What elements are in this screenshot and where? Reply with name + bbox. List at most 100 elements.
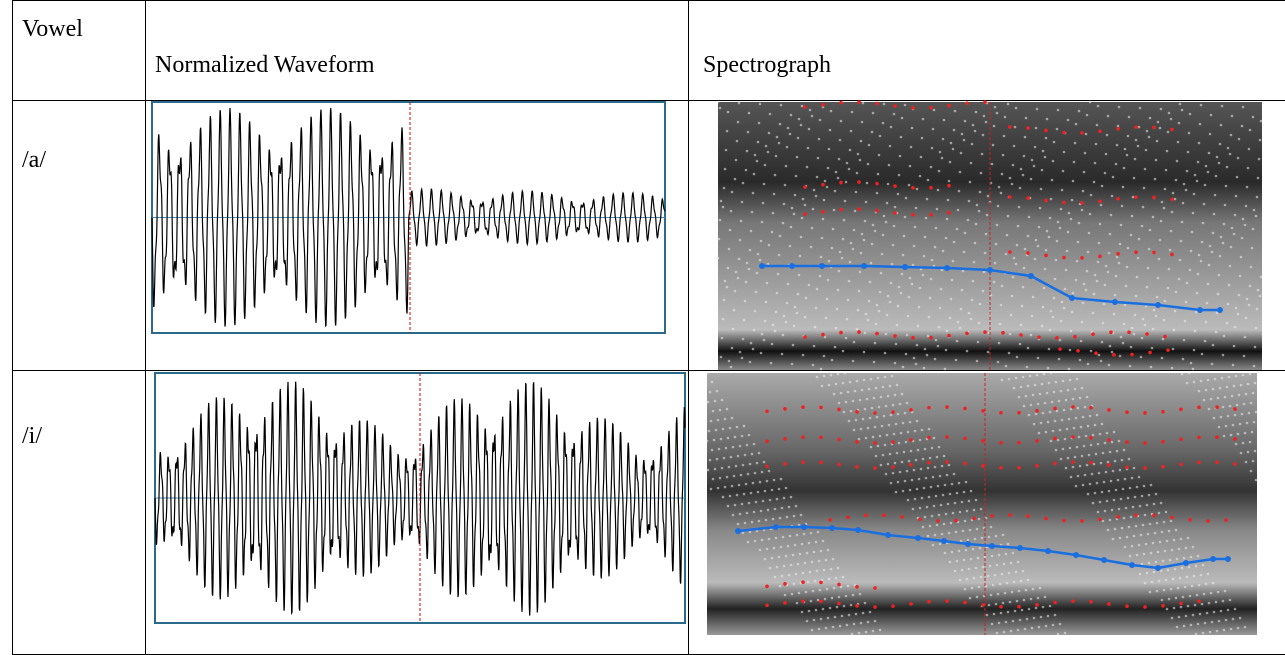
spectrogram-speck — [1020, 608, 1024, 612]
spectrogram-speck — [716, 486, 720, 490]
spectrogram-speck — [1075, 445, 1079, 449]
spectrogram-speck — [951, 147, 955, 151]
spectrogram-speck — [923, 347, 927, 351]
spectrogram-speck — [724, 446, 728, 450]
spectrogram-speck — [1056, 632, 1060, 636]
spectrogram-speck — [709, 419, 713, 423]
spectrogram-speck — [984, 232, 988, 236]
spectrogram-speck — [1015, 243, 1019, 247]
spectrogram-speck — [1097, 353, 1101, 357]
spectrogram-speck — [972, 576, 976, 580]
spectrogram-speck — [824, 316, 828, 320]
formant-dot — [1073, 334, 1077, 339]
spectrogram-speck — [887, 423, 891, 427]
spectrogram-speck — [965, 577, 969, 581]
spectrogram-speck — [990, 162, 994, 166]
spectrogram-speck — [718, 476, 722, 480]
formant-dot — [983, 330, 987, 334]
formant-dot — [1080, 201, 1084, 205]
spectrogram-speck — [1249, 265, 1253, 269]
spectrogram-speck — [737, 257, 741, 261]
spectrogram-speck — [931, 127, 935, 131]
spectrogram-speck — [968, 180, 972, 184]
spectrogram-speck — [1186, 604, 1190, 608]
spectrogram-speck — [778, 122, 782, 126]
spectrogram-speck — [959, 307, 963, 311]
spectrogram-speck — [838, 250, 842, 254]
spectrogram-speck — [794, 174, 798, 178]
spectrogram-speck — [798, 254, 802, 258]
formant-dot — [1044, 253, 1048, 258]
spectrogram-speck — [1189, 555, 1193, 559]
spectrogram-speck — [1029, 597, 1033, 601]
spectrogram-speck — [726, 266, 730, 270]
spectrogram-speck — [1033, 383, 1037, 387]
formant-dot — [1125, 604, 1129, 609]
spectrogram-speck — [857, 631, 861, 635]
formant-dot — [1134, 513, 1138, 517]
spectrogram-speck — [711, 409, 715, 413]
spectrogram-speck — [762, 182, 766, 186]
spectrogram-speck — [907, 459, 911, 463]
spectrogram-speck — [964, 480, 968, 484]
formant-dot — [1215, 405, 1219, 409]
formant-dot — [803, 335, 807, 339]
spectrogram-speck — [1185, 169, 1189, 173]
spectrogram-speck — [889, 413, 893, 417]
spectrogram-speck — [792, 212, 796, 216]
formant-dot — [1233, 462, 1237, 466]
spectrogram-speck — [900, 272, 904, 276]
spectrogram-speck — [960, 500, 964, 504]
spectrogram-speck — [1251, 227, 1255, 231]
spectrogram-speck — [1139, 355, 1143, 359]
spectrogram-speck — [1201, 563, 1205, 567]
spectrogram-speck — [982, 270, 986, 274]
spectrogram-speck — [1130, 326, 1134, 330]
spectrogram-speck — [924, 216, 928, 220]
spectrogram-speck — [805, 551, 809, 555]
spectrogram-speck — [1011, 163, 1015, 167]
spectrogram-speck — [967, 499, 971, 503]
spectrogram-speck — [784, 486, 788, 490]
spectrogram-speck — [813, 325, 817, 329]
spectrogram-speck — [896, 412, 900, 416]
spectrogram-speck — [886, 294, 890, 298]
spectrogram-speck — [721, 495, 725, 499]
spectrogram-speck — [1209, 397, 1213, 401]
spectrogram-speck — [819, 367, 823, 371]
spectrogram-speck — [1111, 469, 1115, 473]
spectrogram-speck — [1200, 240, 1204, 244]
spectrogram-speck — [974, 110, 978, 114]
spectrogram-speck — [878, 134, 882, 138]
spectrogram-speck — [962, 490, 966, 494]
spectrogram-speck — [767, 131, 771, 135]
spectrogram-speck — [734, 270, 738, 274]
spectrogram-speck — [830, 596, 834, 600]
spectrogram-speck — [938, 150, 942, 154]
formant-dot — [972, 516, 976, 521]
spectrogram-speck — [834, 326, 838, 330]
header-cell: Spectrograph — [703, 52, 831, 78]
spectrogram-speck — [1157, 257, 1161, 261]
spectrogram-speck — [785, 301, 789, 305]
formant-dot — [1161, 464, 1165, 469]
spectrogram-speck — [1171, 577, 1175, 581]
spectrogram-speck — [1214, 174, 1218, 178]
spectrogram-speck — [1177, 547, 1181, 551]
spectrogram-speck — [814, 306, 818, 310]
spectrogram-speck — [1255, 307, 1259, 311]
spectrogram-speck — [1128, 364, 1132, 368]
formant-dot — [801, 405, 805, 409]
spectrogram-speck — [1159, 569, 1163, 573]
spectrogram-speck — [945, 217, 949, 221]
spectrogram-speck — [1069, 475, 1073, 479]
spectrogram-speck — [929, 165, 933, 169]
spectrogram-speck — [1031, 295, 1035, 299]
spectrogram-speck — [1149, 551, 1153, 555]
spectrogram-speck — [886, 394, 890, 398]
spectrogram-speck — [1110, 440, 1114, 444]
spectrogram-speck — [897, 285, 901, 289]
spectrogram-speck — [843, 199, 847, 203]
spectrogram-speck — [1148, 116, 1152, 120]
spectrogram-speck — [728, 494, 732, 498]
